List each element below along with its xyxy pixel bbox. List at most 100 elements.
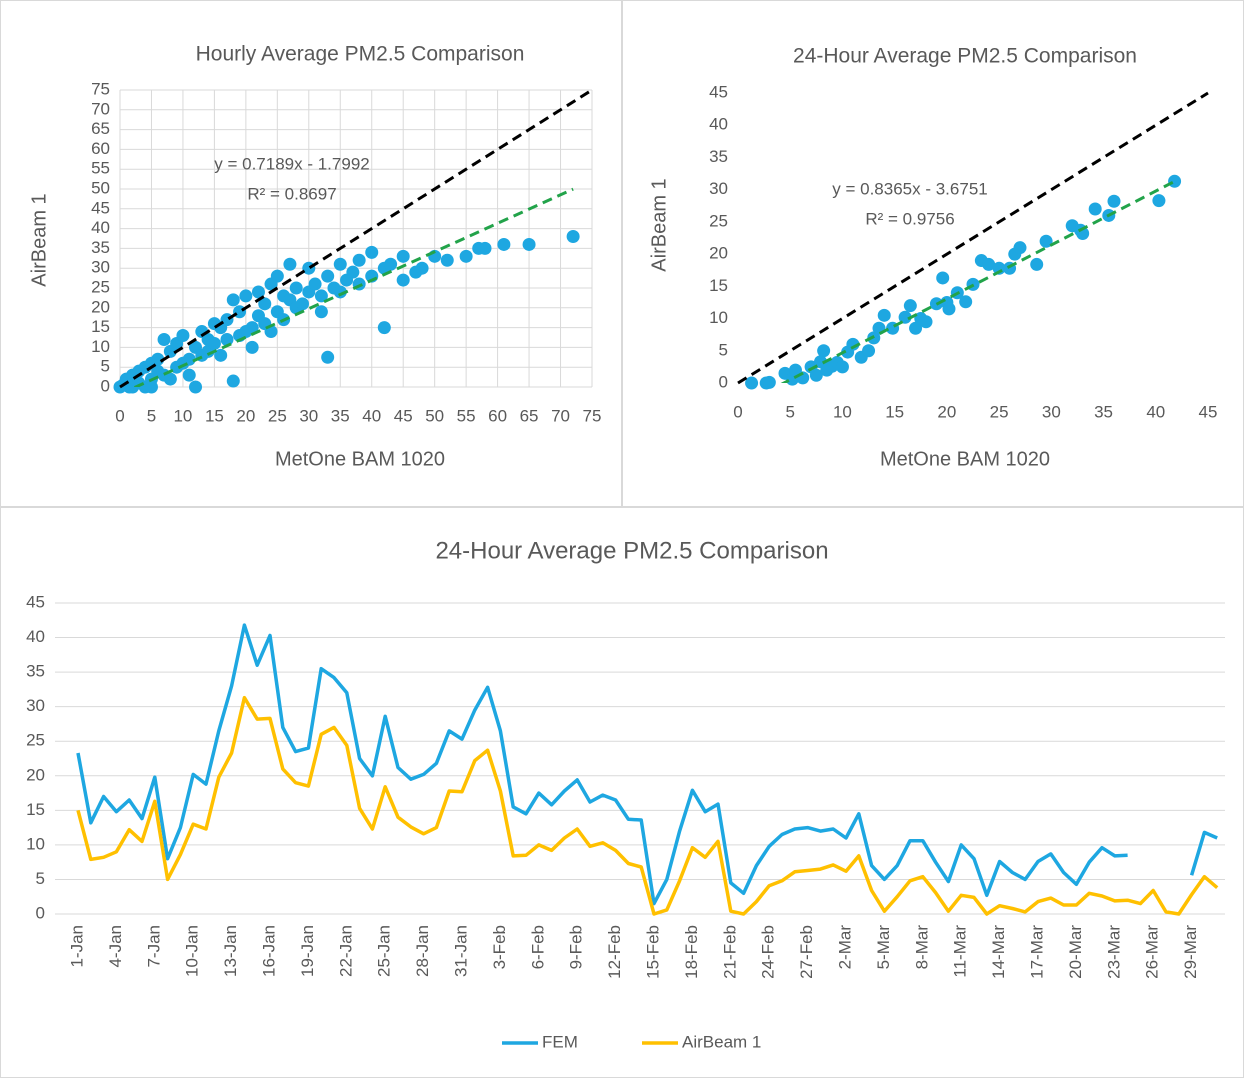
point — [909, 321, 923, 335]
point — [522, 237, 536, 251]
point — [566, 230, 580, 244]
point — [157, 332, 171, 346]
y-tick-label: 35 — [709, 147, 728, 166]
x-tick-label: 29-Mar — [1181, 925, 1200, 979]
legend-label: FEM — [542, 1032, 578, 1051]
point — [903, 299, 917, 313]
x-tick-label: 20-Mar — [1066, 925, 1085, 979]
point — [415, 261, 429, 275]
x-tick-label: 9-Feb — [567, 925, 586, 969]
point — [151, 352, 165, 366]
x-tick-label: 75 — [583, 406, 602, 425]
y-tick-label: 25 — [91, 277, 110, 296]
series-line — [76, 623, 1218, 906]
point — [377, 321, 391, 335]
point — [835, 360, 849, 374]
x-tick-label: 20 — [937, 402, 956, 421]
point — [982, 257, 996, 271]
x-tick-label: 11-Mar — [951, 925, 970, 978]
point — [245, 340, 259, 354]
x-tick-label: 8-Mar — [912, 925, 931, 970]
y-tick-label: 75 — [91, 79, 110, 98]
point — [239, 289, 253, 303]
x-tick-label: 0 — [115, 406, 124, 425]
point — [846, 337, 860, 351]
point — [220, 332, 234, 346]
x-tick-label: 13-Jan — [221, 925, 240, 977]
x-tick-label: 2-Mar — [835, 925, 854, 970]
y-tick-label: 20 — [709, 244, 728, 263]
point — [459, 249, 473, 263]
y-tick-label: 10 — [26, 834, 45, 853]
x-tick-label: 40 — [1146, 402, 1165, 421]
x-tick-label: 10 — [173, 406, 192, 425]
point — [1039, 234, 1053, 248]
y-tick-label: 20 — [26, 765, 45, 784]
x-tick-label: 15 — [205, 406, 224, 425]
x-axis-title: MetOne BAM 1020 — [275, 448, 445, 470]
point — [182, 352, 196, 366]
point — [1152, 194, 1166, 208]
chart-title: Hourly Average PM2.5 Comparison — [196, 43, 525, 66]
x-tick-label: 40 — [362, 406, 381, 425]
point — [270, 269, 284, 283]
point — [919, 315, 933, 329]
y-tick-label: 5 — [36, 869, 45, 888]
point — [245, 321, 259, 335]
x-tick-label: 1-Jan — [67, 925, 86, 968]
y-tick-label: 5 — [719, 340, 728, 359]
x-tick-label: 55 — [457, 406, 476, 425]
point — [176, 329, 190, 343]
x-tick-label: 3-Feb — [490, 925, 509, 969]
trendline — [780, 180, 1176, 383]
x-tick-label: 65 — [520, 406, 539, 425]
point — [163, 372, 177, 386]
point — [314, 305, 328, 319]
y-tick-label: 15 — [709, 276, 728, 295]
x-tick-label: 7-Jan — [144, 925, 163, 968]
series-line — [76, 695, 1219, 916]
point — [314, 289, 328, 303]
x-axis-title: MetOne BAM 1020 — [880, 448, 1050, 470]
y-tick-label: 5 — [101, 357, 110, 376]
y-tick-label: 45 — [26, 592, 45, 611]
x-tick-label: 27-Feb — [797, 925, 816, 979]
point — [189, 380, 203, 394]
chart-title: 24-Hour Average PM2.5 Comparison — [793, 45, 1137, 68]
point — [1168, 174, 1182, 188]
legend-label: AirBeam 1 — [682, 1032, 761, 1051]
x-tick-label: 35 — [331, 406, 350, 425]
x-tick-label: 25-Jan — [375, 925, 394, 977]
point — [207, 336, 221, 350]
trendline-equation: y = 0.8365x - 3.6751 — [832, 179, 987, 198]
point — [942, 302, 956, 316]
y-tick-label: 65 — [91, 119, 110, 138]
x-tick-label: 25 — [990, 402, 1009, 421]
y-tick-label: 35 — [26, 662, 45, 681]
y-tick-label: 45 — [709, 82, 728, 101]
y-axis-title: AirBeam 1 — [648, 178, 670, 271]
y-tick-label: 70 — [91, 99, 110, 118]
x-tick-label: 5 — [147, 406, 156, 425]
y-tick-label: 50 — [91, 178, 110, 197]
y-tick-label: 30 — [26, 696, 45, 715]
y-axis-title: AirBeam 1 — [28, 193, 50, 286]
x-tick-label: 15-Feb — [643, 925, 662, 979]
x-tick-label: 24-Feb — [759, 925, 778, 979]
x-tick-label: 14-Mar — [989, 925, 1008, 979]
point — [321, 269, 335, 283]
x-tick-label: 30 — [1042, 402, 1061, 421]
x-tick-label: 4-Jan — [106, 925, 125, 968]
point — [478, 241, 492, 255]
identity-line — [737, 91, 1209, 385]
y-tick-label: 25 — [26, 731, 45, 750]
x-tick-label: 15 — [885, 402, 904, 421]
x-tick-label: 20 — [236, 406, 255, 425]
trendline-r2: R² = 0.8697 — [247, 184, 336, 203]
x-tick-label: 17-Mar — [1027, 925, 1046, 979]
y-tick-label: 25 — [709, 211, 728, 230]
points — [745, 174, 1182, 390]
y-tick-label: 15 — [26, 800, 45, 819]
